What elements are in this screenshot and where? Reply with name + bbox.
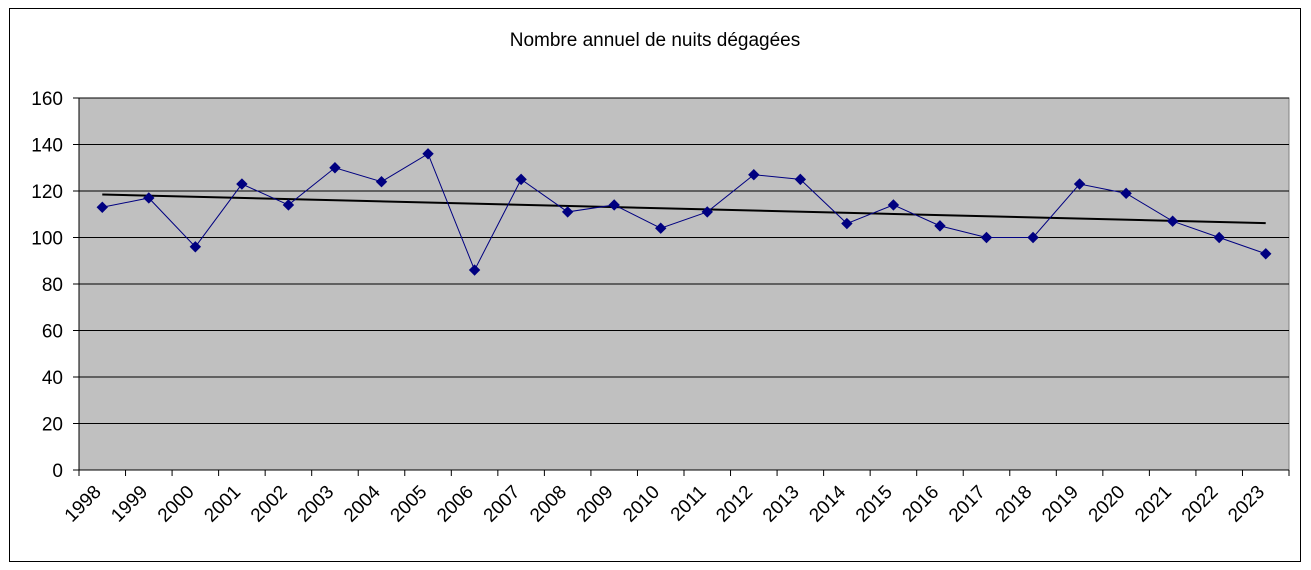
x-tick-label: 2001 (200, 482, 245, 527)
data-point-2010 (655, 222, 667, 234)
data-point-2006 (468, 264, 481, 276)
x-tick-label: 2010 (619, 482, 664, 527)
data-point-2015 (887, 199, 900, 211)
x-tick-label: 1999 (107, 482, 152, 527)
y-tick-label: 60 (42, 322, 63, 343)
data-point-2008 (561, 206, 574, 218)
x-tick-label: 2005 (387, 482, 432, 527)
data-point-2014 (841, 217, 853, 230)
data-point-2011 (701, 206, 713, 218)
y-tick-label: 120 (31, 182, 63, 203)
x-tick-label: 2017 (945, 482, 990, 527)
x-tick-label: 2006 (433, 482, 478, 527)
x-tick-label: 2004 (340, 481, 385, 526)
y-tick-label: 80 (42, 275, 63, 296)
y-tick-label: 20 (42, 415, 63, 436)
x-tick-label: 2002 (247, 482, 292, 527)
data-point-2021 (1166, 215, 1179, 227)
data-point-2003 (329, 162, 341, 174)
x-tick-label: 2012 (712, 482, 757, 527)
y-tick-label: 40 (42, 368, 63, 389)
y-tick-label: 160 (31, 89, 63, 110)
y-tick-label: 100 (31, 229, 63, 250)
series-layer (96, 148, 1272, 276)
x-tick-label: 2011 (667, 482, 711, 526)
data-point-2002 (282, 199, 295, 211)
data-point-2005 (422, 148, 434, 160)
series-line (102, 153, 1266, 272)
x-tick-label: 2000 (154, 482, 199, 527)
data-point-2018 (1027, 231, 1039, 244)
y-tick-label: 0 (52, 461, 63, 482)
x-tick-label: 2018 (992, 482, 1037, 527)
data-point-1998 (96, 201, 108, 213)
data-point-2004 (375, 175, 388, 188)
data-point-2007 (515, 173, 527, 186)
data-point-2013 (794, 173, 807, 186)
chart-title: Nombre annuel de nuits dégagées (510, 30, 800, 51)
x-tick-label: 2023 (1224, 482, 1269, 527)
x-tick-label: 1998 (61, 482, 106, 527)
x-tick-label: 2003 (294, 482, 339, 527)
y-tick-label: 140 (31, 136, 63, 157)
x-tick-label: 2019 (1038, 482, 1083, 527)
x-axis-ticks: 1998 1999 2000 2001 2002 2003 2004 2005 2006 2007… (61, 470, 1290, 527)
data-point-2017 (980, 231, 993, 244)
x-tick-label: 2020 (1085, 482, 1130, 527)
x-tick-label: 2021 (1131, 482, 1176, 527)
x-tick-label: 2007 (480, 482, 525, 527)
gridlines (79, 97, 1289, 424)
x-tick-label: 2022 (1178, 482, 1223, 527)
x-tick-label: 2009 (573, 482, 618, 527)
data-point-2020 (1120, 187, 1132, 200)
x-tick-label: 2016 (899, 482, 944, 527)
data-point-2000 (189, 241, 202, 253)
data-point-1999 (143, 192, 155, 204)
data-point-2001 (236, 178, 248, 190)
x-tick-label: 2015 (852, 482, 897, 527)
x-tick-label: 2013 (759, 482, 804, 527)
data-point-2022 (1213, 231, 1225, 244)
data-point-2009 (608, 199, 620, 211)
x-tick-label: 2008 (526, 482, 571, 527)
data-point-2012 (748, 169, 760, 181)
data-point-2019 (1073, 178, 1086, 190)
x-tick-label: 2014 (805, 481, 850, 526)
data-point-2023 (1260, 248, 1272, 260)
data-point-2016 (934, 220, 946, 232)
y-axis-ticks: 0 20 40 60 80 100 120 140 160 (31, 89, 79, 482)
